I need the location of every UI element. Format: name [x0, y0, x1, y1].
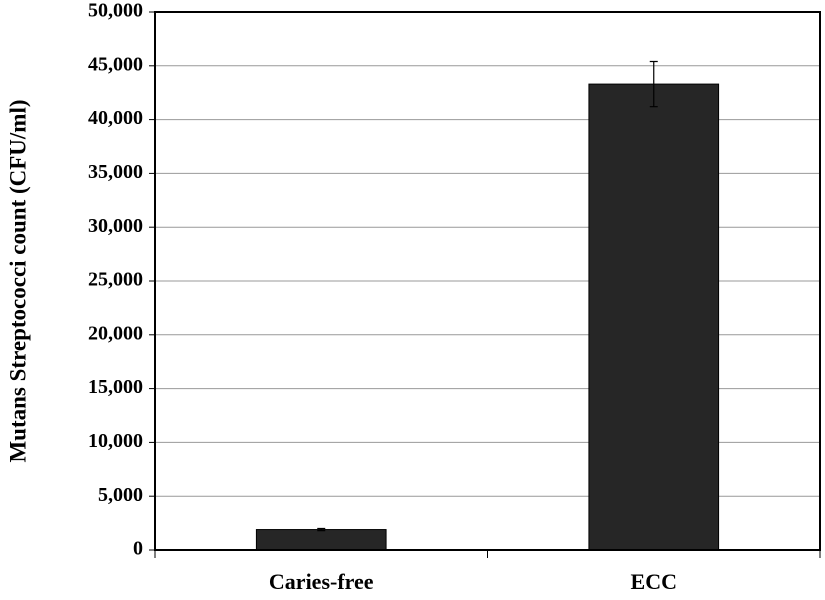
labels: 0 5,000 10,000 15,000 20,000 25,000 30,000 35,0…: [88, 0, 677, 594]
y-tick-label: 45,000: [88, 53, 143, 75]
y-tick-label: 10,000: [88, 430, 143, 452]
y-tick-label: 5,000: [98, 484, 143, 506]
y-tick-label: 20,000: [88, 322, 143, 344]
y-tick-label: 25,000: [88, 269, 143, 291]
grid: [149, 11, 820, 551]
y-tick-label: 30,000: [88, 215, 143, 237]
marks: [255, 60, 720, 551]
y-tick-label: 15,000: [88, 376, 143, 398]
error-bar: [317, 527, 326, 532]
y-tick-label: 0: [133, 538, 143, 560]
error-bar: [649, 60, 658, 108]
x-tick-label: ECC: [631, 569, 677, 594]
x-tick-label: Caries-free: [269, 569, 374, 594]
y-tick-label: 35,000: [88, 161, 143, 183]
y-tick-label: 40,000: [88, 107, 143, 129]
y-axis-label: Mutans Streptococci count (CFU/ml): [5, 99, 30, 462]
bar: [255, 529, 387, 551]
y-tick-label: 50,000: [88, 0, 143, 22]
bar: [588, 83, 720, 551]
